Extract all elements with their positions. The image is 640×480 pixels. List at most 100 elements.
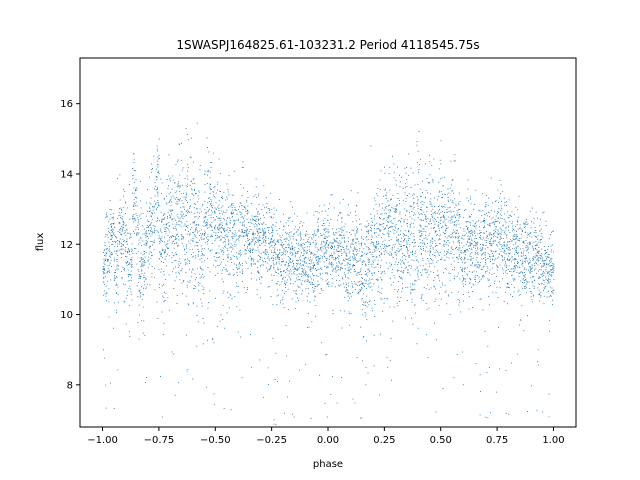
data-point	[363, 243, 365, 245]
data-point	[248, 243, 250, 245]
data-point	[112, 253, 113, 255]
data-point	[256, 294, 258, 296]
data-point	[263, 185, 265, 187]
data-point	[119, 214, 121, 216]
data-point	[336, 265, 338, 267]
data-point	[239, 211, 241, 213]
data-point	[367, 230, 369, 232]
data-point	[352, 285, 353, 287]
data-point	[338, 255, 340, 257]
data-point	[119, 249, 121, 251]
data-point	[281, 246, 283, 248]
data-point	[311, 262, 313, 264]
data-point	[497, 265, 498, 267]
data-point	[438, 224, 440, 226]
data-point	[181, 282, 183, 284]
data-point	[396, 254, 398, 256]
data-point	[222, 304, 224, 306]
data-point	[204, 170, 206, 172]
data-point	[475, 189, 477, 191]
data-point	[377, 188, 379, 189]
data-point	[467, 238, 469, 240]
data-point	[398, 220, 400, 221]
data-point	[467, 242, 469, 243]
data-point	[378, 205, 380, 207]
data-point	[173, 288, 175, 289]
data-point	[432, 179, 434, 181]
data-point	[252, 231, 254, 233]
data-point	[305, 234, 306, 236]
data-point	[499, 248, 501, 250]
data-point	[499, 239, 501, 240]
data-point	[380, 267, 381, 269]
data-point	[233, 170, 235, 172]
data-point	[395, 209, 397, 211]
data-point	[407, 300, 408, 301]
data-point	[113, 233, 114, 235]
data-point	[482, 210, 484, 212]
data-point	[151, 222, 153, 224]
data-point	[359, 289, 361, 291]
data-point	[307, 313, 309, 314]
data-point	[176, 186, 178, 188]
data-point	[497, 236, 498, 238]
data-point	[496, 221, 497, 222]
data-point	[460, 311, 462, 313]
data-point	[497, 210, 499, 212]
data-point	[472, 225, 474, 227]
data-point	[334, 234, 336, 236]
data-point	[290, 278, 292, 280]
data-point	[317, 221, 319, 223]
data-point	[234, 256, 236, 257]
data-point	[495, 215, 497, 217]
data-point	[296, 263, 298, 264]
data-point	[272, 229, 274, 231]
data-point	[232, 244, 234, 246]
data-point	[280, 236, 282, 238]
data-point	[207, 171, 209, 173]
data-point	[400, 176, 402, 178]
data-point	[255, 186, 257, 188]
data-point	[316, 259, 318, 261]
data-point	[379, 224, 381, 226]
data-point	[434, 230, 436, 232]
data-point	[282, 261, 283, 263]
data-point	[471, 252, 473, 254]
data-point	[492, 251, 494, 253]
data-point	[376, 236, 378, 238]
data-point	[343, 230, 345, 232]
data-point	[111, 235, 113, 237]
data-point	[227, 291, 229, 293]
data-point	[170, 215, 172, 217]
data-point	[236, 264, 238, 266]
data-point	[197, 254, 199, 256]
data-point	[494, 232, 496, 234]
data-point	[359, 289, 361, 291]
data-point	[345, 290, 347, 292]
data-point	[467, 221, 469, 222]
data-point	[195, 203, 196, 205]
data-point	[321, 241, 323, 243]
data-point	[301, 273, 302, 275]
data-point	[378, 279, 379, 281]
data-point	[338, 284, 340, 286]
data-point	[331, 253, 332, 255]
data-point	[331, 263, 332, 265]
data-point	[455, 205, 457, 206]
data-point	[105, 252, 107, 253]
data-point	[468, 308, 470, 310]
data-point	[189, 207, 190, 209]
data-point	[439, 280, 440, 282]
data-point	[131, 263, 133, 265]
data-point	[347, 258, 349, 260]
data-point	[474, 231, 476, 233]
data-point	[273, 213, 275, 215]
data-point	[311, 238, 313, 240]
data-point	[192, 269, 194, 271]
data-point	[264, 232, 266, 233]
data-point	[241, 167, 243, 168]
data-point	[254, 220, 256, 221]
data-point	[465, 284, 466, 285]
data-point	[326, 242, 327, 244]
data-point	[138, 304, 140, 306]
